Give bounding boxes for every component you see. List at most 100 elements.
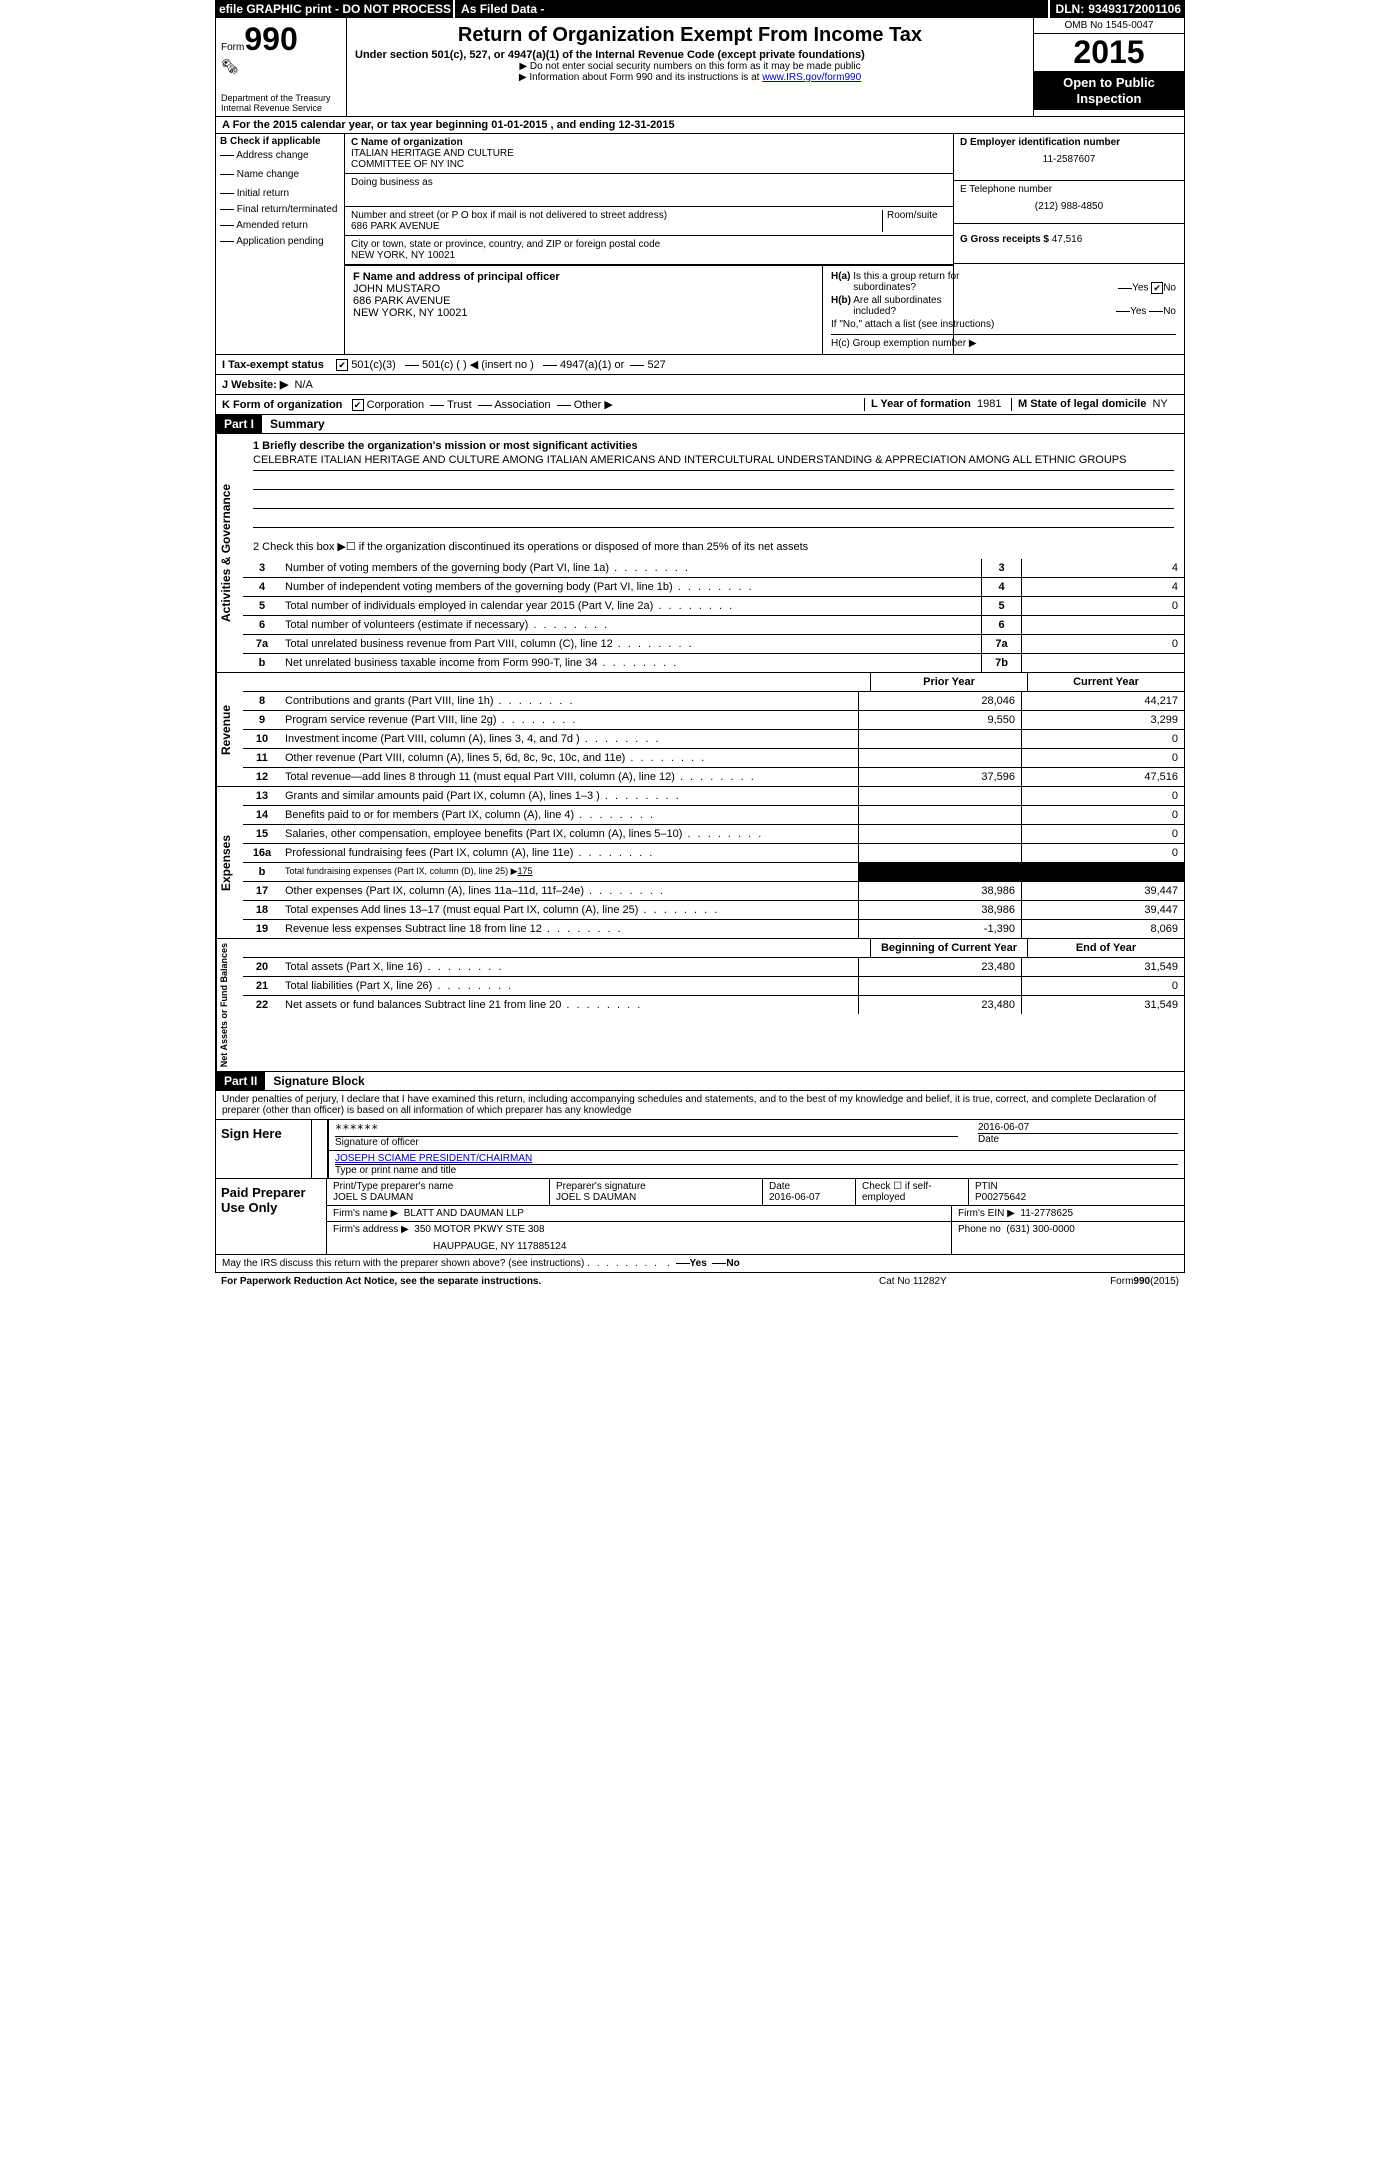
line-text: Revenue less expenses Subtract line 18 f… xyxy=(281,920,858,938)
eoy-value: 0 xyxy=(1021,977,1184,995)
expenses-section: Expenses 13 Grants and similar amounts p… xyxy=(215,787,1185,939)
line-box: 3 xyxy=(981,559,1021,577)
officer-addr1: 686 PARK AVENUE xyxy=(353,295,814,307)
exp-row-19: 19 Revenue less expenses Subtract line 1… xyxy=(243,920,1184,938)
prior-value xyxy=(858,806,1021,824)
discuss-text: May the IRS discuss this return with the… xyxy=(222,1258,584,1269)
year-formation: 1981 xyxy=(977,398,1001,410)
black-cell xyxy=(858,863,1021,881)
prior-value: 9,550 xyxy=(858,711,1021,729)
firm-name-label: Firm's name ▶ xyxy=(333,1208,398,1219)
irs-link[interactable]: www.IRS.gov/form990 xyxy=(762,72,861,83)
mission-box: 1 Briefly describe the organization's mi… xyxy=(243,434,1184,559)
opt-501c3: 501(c)(3) xyxy=(351,359,396,371)
row-j: J Website: ▶ N/A xyxy=(215,375,1185,395)
line-text: Other expenses (Part IX, column (A), lin… xyxy=(281,882,858,900)
dln-label: DLN: xyxy=(1052,2,1085,16)
line-2: 2 Check this box ▶☐ if the organization … xyxy=(253,540,1174,553)
line-num: 12 xyxy=(243,768,281,786)
boy-value: 23,480 xyxy=(858,996,1021,1014)
line-num: 9 xyxy=(243,711,281,729)
part-ii-header-row: Part II Signature Block xyxy=(215,1072,1185,1091)
penalty-text: Under penalties of perjury, I declare th… xyxy=(215,1091,1185,1120)
exp-row-18: 18 Total expenses Add lines 13–17 (must … xyxy=(243,901,1184,920)
prior-value xyxy=(858,749,1021,767)
asfiled-label: As Filed Data - xyxy=(457,2,1046,16)
page-footer: For Paperwork Reduction Act Notice, see … xyxy=(215,1273,1185,1290)
org-name-2: COMMITTEE OF NY INC xyxy=(351,159,947,170)
exp-row-16a: 16a Professional fundraising fees (Part … xyxy=(243,844,1184,863)
line-text: Benefits paid to or for members (Part IX… xyxy=(281,806,858,824)
ptin-label: PTIN xyxy=(975,1181,1178,1192)
gov-row-4: 4 Number of independent voting members o… xyxy=(243,578,1184,597)
chk-final: Final return/terminated xyxy=(237,204,338,215)
col-d: D Employer identification number 11-2587… xyxy=(954,134,1184,354)
current-value: 39,447 xyxy=(1021,901,1184,919)
prep-date-label: Date xyxy=(769,1181,849,1192)
current-value: 0 xyxy=(1021,730,1184,748)
firm-phone: (631) 300-0000 xyxy=(1006,1224,1074,1235)
netassets-section: Net Assets or Fund Balances Beginning of… xyxy=(215,939,1185,1072)
phone-label: E Telephone number xyxy=(960,184,1178,195)
exp-row-14: 14 Benefits paid to or for members (Part… xyxy=(243,806,1184,825)
info-note-pre: ▶ Information about Form 990 and its ins… xyxy=(519,72,762,83)
org-city: NEW YORK, NY 10021 xyxy=(351,250,947,261)
line-a-prefix: A For the 2015 calendar year, or tax yea… xyxy=(222,119,491,131)
line-box: 7a xyxy=(981,635,1021,653)
form-header: Form990 🗞 Department of the Treasury Int… xyxy=(215,18,1185,117)
dept-treasury: Department of the Treasury xyxy=(221,93,341,103)
prior-value xyxy=(858,844,1021,862)
exp-row-13: 13 Grants and similar amounts paid (Part… xyxy=(243,787,1184,806)
line-num: 5 xyxy=(243,597,281,615)
line-value xyxy=(1021,654,1184,672)
line-text: Number of voting members of the governin… xyxy=(281,559,981,577)
ein-label: D Employer identification number xyxy=(960,137,1178,148)
org-address: 686 PARK AVENUE xyxy=(351,221,878,232)
chk-amended: Amended return xyxy=(236,220,308,231)
current-value: 0 xyxy=(1021,749,1184,767)
part-i-title: Summary xyxy=(262,415,333,433)
line-num: 15 xyxy=(243,825,281,843)
firm-addr1: 350 MOTOR PKWY STE 308 xyxy=(414,1224,544,1235)
sign-here-section: Sign Here ****** Signature of officer 20… xyxy=(215,1120,1185,1179)
chk-assoc xyxy=(478,405,492,406)
line-box: 5 xyxy=(981,597,1021,615)
line-num: b xyxy=(243,863,281,881)
prep-sig: JOEL S DAUMAN xyxy=(556,1192,756,1203)
opt-other: Other ▶ xyxy=(574,399,613,411)
line-text: Grants and similar amounts paid (Part IX… xyxy=(281,787,858,805)
tax-year-begin: 01-01-2015 xyxy=(491,119,547,131)
part-i-header-row: Part I Summary xyxy=(215,415,1185,434)
revenue-section: Revenue Prior Year Current Year 8 Contri… xyxy=(215,673,1185,787)
sig-name-label: Type or print name and title xyxy=(335,1164,1178,1176)
website-value: N/A xyxy=(294,379,312,391)
line-text: Program service revenue (Part VIII, line… xyxy=(281,711,858,729)
preparer-section: Paid Preparer Use Only Print/Type prepar… xyxy=(215,1179,1185,1255)
line-text: Total assets (Part X, line 16) xyxy=(281,958,858,976)
na-row-22: 22 Net assets or fund balances Subtract … xyxy=(243,996,1184,1014)
open-public-badge: Open to Public Inspection xyxy=(1034,71,1184,110)
line-a: A For the 2015 calendar year, or tax yea… xyxy=(215,117,1185,134)
line-num: b xyxy=(243,654,281,672)
line-num: 14 xyxy=(243,806,281,824)
line-num: 11 xyxy=(243,749,281,767)
gov-row-5: 5 Total number of individuals employed i… xyxy=(243,597,1184,616)
chk-527 xyxy=(630,365,644,366)
expenses-vlabel: Expenses xyxy=(216,787,243,938)
firm-addr2: HAUPPAUGE, NY 117885124 xyxy=(333,1235,945,1252)
ssn-note: ▶ Do not enter social security numbers o… xyxy=(355,61,1025,72)
gov-row-3: 3 Number of voting members of the govern… xyxy=(243,559,1184,578)
current-value: 44,217 xyxy=(1021,692,1184,710)
form-number: 990 xyxy=(244,21,297,57)
officer-name-link[interactable]: JOSEPH SCIAME PRESIDENT/CHAIRMAN xyxy=(335,1153,532,1164)
city-label: City or town, state or province, country… xyxy=(351,239,947,250)
dln-value: 93493172001106 xyxy=(1084,2,1181,16)
row-k: K Form of organization ✔ Corporation Tru… xyxy=(215,395,1185,415)
line-text: Total number of individuals employed in … xyxy=(281,597,981,615)
sig-name: JOSEPH SCIAME PRESIDENT/CHAIRMAN xyxy=(335,1153,1178,1164)
eoy-value: 31,549 xyxy=(1021,996,1184,1014)
line-num: 20 xyxy=(243,958,281,976)
website-label: J Website: ▶ xyxy=(222,379,288,391)
line-num: 17 xyxy=(243,882,281,900)
chk-501c xyxy=(405,365,419,366)
